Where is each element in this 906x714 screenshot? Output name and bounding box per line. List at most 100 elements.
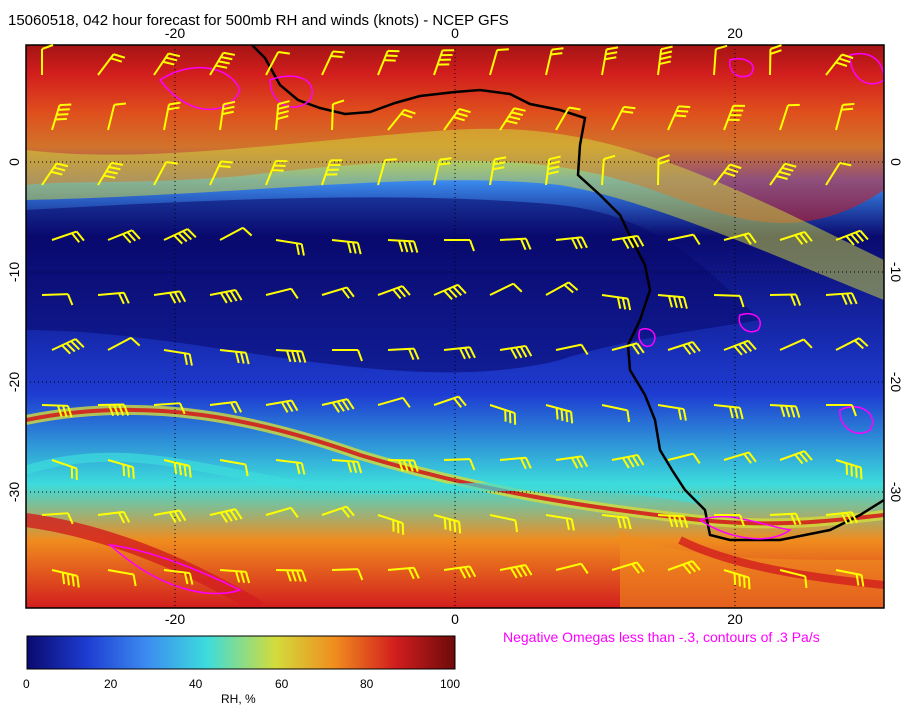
- wind-barb: [331, 239, 362, 255]
- wind-barb: [107, 229, 141, 244]
- wind-barb: [835, 569, 865, 587]
- wind-barb: [779, 338, 813, 351]
- wind-barb: [41, 512, 74, 525]
- wind-barb: [153, 52, 181, 76]
- colorbar-tick-40: 40: [189, 677, 203, 691]
- wind-barb: [275, 239, 305, 256]
- wind-barb: [41, 404, 73, 418]
- wind-barb: [723, 451, 757, 464]
- wind-barb: [321, 286, 355, 299]
- wind-barb: [153, 161, 178, 186]
- wind-barb: [153, 402, 186, 415]
- wind-barb: [321, 50, 345, 76]
- wind-barb: [219, 226, 253, 241]
- wind-barb: [331, 568, 364, 581]
- rh-field: [26, 45, 884, 608]
- wind-barb: [667, 452, 701, 464]
- omega-contours: [107, 53, 884, 595]
- colorbar-tick-100: 100: [440, 677, 461, 691]
- rh-colorbar: [26, 635, 456, 670]
- wind-barb: [611, 342, 645, 355]
- map-title: 15060518, 042 hour forecast for 500mb RH…: [8, 12, 509, 29]
- wind-barb: [275, 459, 306, 475]
- wind-barb: [723, 232, 757, 245]
- wind-barb: [153, 290, 187, 304]
- wind-barb: [723, 339, 757, 356]
- wind-barb: [444, 239, 475, 252]
- wind-barb: [51, 103, 72, 131]
- map-border: [25, 44, 885, 609]
- wind-barb: [377, 49, 400, 76]
- wind-barb: [825, 511, 858, 525]
- wind-barb: [545, 281, 579, 296]
- wind-barb: [601, 154, 616, 186]
- wind-barb: [377, 158, 397, 186]
- wind-barb: [51, 459, 78, 481]
- wind-barb: [219, 100, 236, 131]
- wind-barb: [163, 459, 192, 478]
- wind-barb: [779, 103, 800, 131]
- wind-barb: [321, 505, 355, 518]
- wind-barb: [555, 236, 588, 250]
- wind-barb: [163, 349, 193, 366]
- lat-lon-grid: [26, 45, 884, 608]
- x-tick-bottom-1: -20: [165, 611, 185, 627]
- wind-barb: [601, 294, 632, 311]
- wind-barb: [611, 454, 645, 469]
- wind-barb: [667, 105, 691, 131]
- wind-barb: [219, 569, 251, 584]
- wind-barb: [433, 283, 467, 300]
- coastline: [251, 45, 884, 542]
- wind-barb: [611, 561, 645, 574]
- y-tick-left-2: -10: [6, 262, 22, 282]
- wind-barb: [667, 341, 701, 355]
- wind-barb: [107, 336, 141, 351]
- x-tick-top-2: 0: [451, 25, 459, 41]
- wind-barb: [545, 47, 564, 76]
- wind-barb: [219, 349, 250, 365]
- wind-barb: [275, 349, 307, 363]
- wind-barb: [387, 239, 419, 253]
- wind-barb: [209, 508, 243, 523]
- wind-barb: [443, 565, 477, 579]
- colorbar-tick-20: 20: [104, 677, 118, 691]
- wind-barb: [769, 404, 801, 418]
- wind-barb: [779, 231, 813, 245]
- wind-barb: [209, 160, 233, 186]
- wind-barb: [107, 569, 137, 587]
- y-tick-left-3: -20: [6, 372, 22, 392]
- wind-barb: [723, 569, 751, 590]
- wind-barb: [601, 404, 631, 423]
- wind-barb: [97, 53, 126, 76]
- wind-barb: [499, 456, 532, 470]
- wind-barb: [163, 228, 197, 245]
- x-tick-bottom-2: 0: [451, 611, 459, 627]
- wind-barb: [825, 292, 858, 305]
- y-tick-right-1: 0: [888, 158, 904, 166]
- wind-barb: [657, 294, 688, 309]
- wind-barb: [275, 569, 307, 582]
- wind-barb: [107, 459, 135, 479]
- wind-barb: [657, 45, 673, 76]
- wind-barb: [769, 512, 802, 526]
- wind-barb: [377, 396, 411, 408]
- y-tick-right-4: -30: [888, 482, 904, 502]
- wind-barb: [209, 51, 236, 76]
- x-tick-top-3: 20: [727, 25, 743, 41]
- wind-barb: [769, 162, 797, 186]
- wind-barb: [835, 337, 869, 351]
- wind-barb: [433, 157, 452, 186]
- wind-barb: [713, 404, 744, 420]
- wind-barb: [826, 404, 857, 417]
- wind-barb: [825, 161, 852, 186]
- wind-barb: [713, 44, 728, 76]
- wind-barb: [499, 344, 533, 360]
- wind-barb: [97, 291, 130, 305]
- wind-barb: [377, 285, 411, 300]
- wind-barb: [667, 560, 701, 575]
- wind-barb: [163, 569, 194, 585]
- colorbar-tick-80: 80: [360, 677, 374, 691]
- wind-barb: [209, 400, 243, 414]
- wind-barb: [769, 293, 802, 306]
- wind-barb: [51, 569, 80, 588]
